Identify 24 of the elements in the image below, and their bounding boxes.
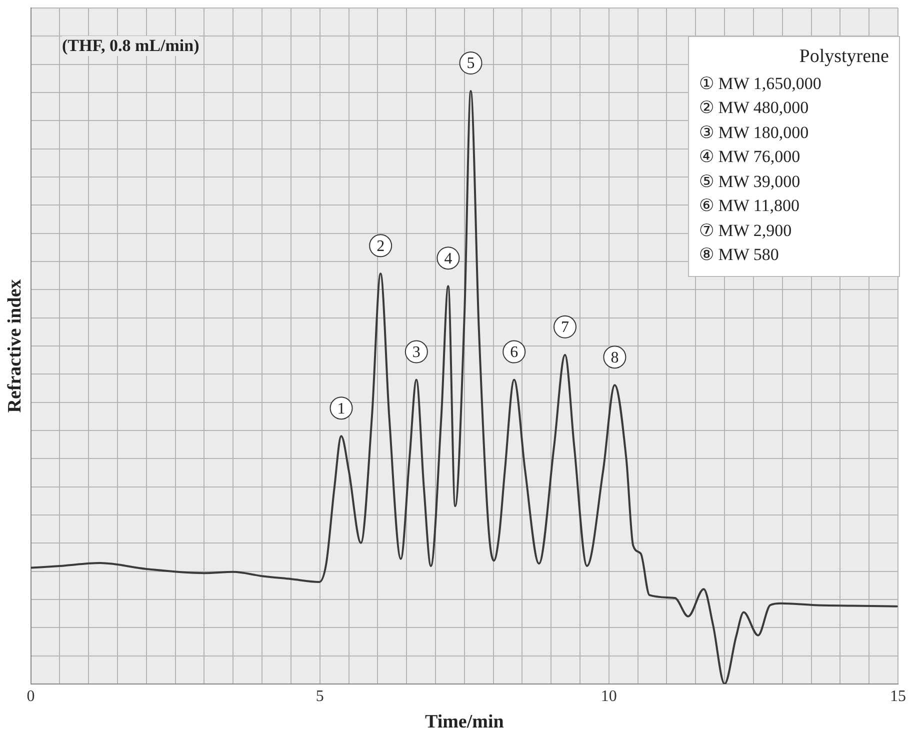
x-tick-label: 5: [316, 688, 324, 705]
annotation: ② MW 480,000: [699, 97, 810, 119]
annotation: ④ MW 76,000: [699, 146, 802, 168]
text: Polystyrene: [798, 45, 889, 69]
annotation: 8: [610, 349, 619, 366]
annotation: ⑧ MW 580: [699, 244, 780, 266]
annotation: 6: [510, 344, 518, 362]
annotation: 1: [337, 400, 346, 418]
annotation: 3: [412, 344, 420, 362]
y-axis-title: Refractive index: [4, 278, 26, 413]
annotation: 5: [466, 55, 475, 72]
annotation: ⑦ MW 2,900: [699, 220, 793, 242]
annotation: ⑥ MW 11,800: [699, 195, 800, 217]
x-axis-title: Time/min: [424, 712, 504, 733]
x-tick-label: 15: [890, 688, 906, 705]
annotation: 4: [444, 250, 452, 268]
x-tick-label: 0: [26, 688, 35, 705]
x-tick-label: 10: [600, 688, 617, 705]
annotation: ① MW 1,650,000: [699, 72, 822, 94]
annotation: 7: [560, 319, 569, 336]
annotation: 2: [376, 238, 385, 255]
text: (THF, 0.8 mL/min): [62, 36, 200, 56]
annotation: ⑤ MW 39,000: [699, 170, 802, 192]
annotation: ③ MW 180,000: [699, 122, 810, 144]
